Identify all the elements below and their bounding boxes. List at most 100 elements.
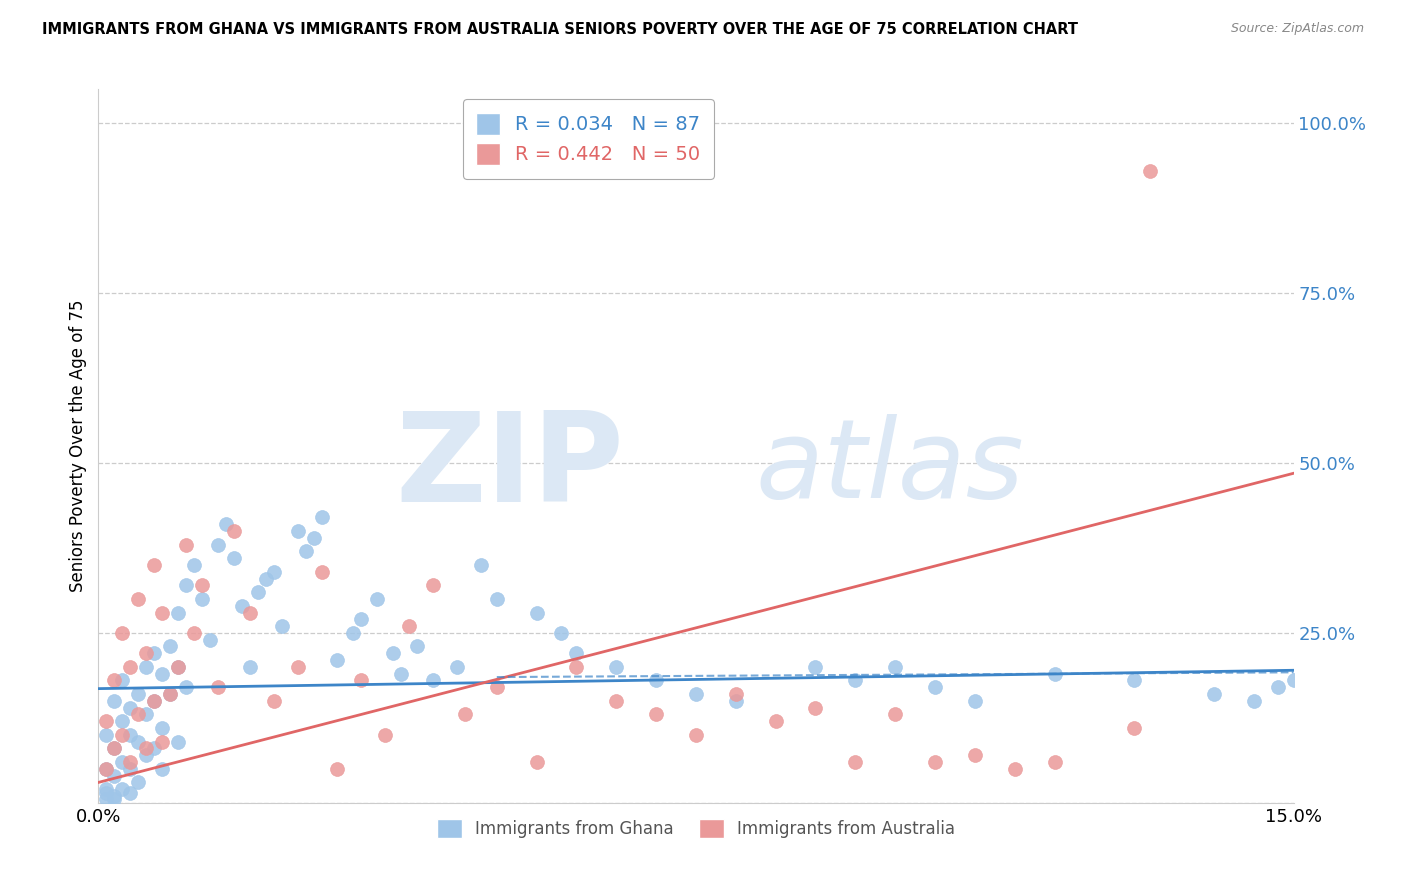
Point: [565, 660, 588, 674]
Point: [765, 714, 787, 729]
Point: [120, 660, 142, 674]
Point: [143, 694, 166, 708]
Point: [389, 666, 412, 681]
Point: [422, 578, 444, 592]
Point: [924, 680, 946, 694]
Point: [804, 660, 827, 674]
Point: [565, 646, 588, 660]
Legend: Immigrants from Ghana, Immigrants from Australia: Immigrants from Ghana, Immigrants from A…: [430, 812, 962, 845]
Point: [222, 551, 245, 566]
Point: [127, 707, 149, 722]
Point: [1322, 690, 1344, 705]
Text: atlas: atlas: [756, 414, 1025, 521]
Point: [96, 714, 118, 729]
Point: [287, 660, 309, 674]
Point: [120, 700, 142, 714]
Point: [174, 578, 197, 592]
Point: [150, 734, 173, 748]
Text: ZIP: ZIP: [395, 407, 624, 528]
Point: [191, 591, 214, 606]
Point: [263, 694, 285, 708]
Point: [135, 741, 157, 756]
Point: [470, 558, 492, 572]
Point: [294, 544, 316, 558]
Text: Source: ZipAtlas.com: Source: ZipAtlas.com: [1230, 22, 1364, 36]
Point: [1043, 755, 1066, 769]
Point: [270, 619, 292, 633]
Point: [311, 565, 333, 579]
Point: [143, 694, 166, 708]
Point: [311, 510, 333, 524]
Point: [120, 786, 142, 800]
Point: [215, 517, 238, 532]
Point: [127, 734, 149, 748]
Point: [191, 578, 214, 592]
Point: [366, 591, 388, 606]
Point: [382, 646, 405, 660]
Point: [111, 728, 134, 742]
Point: [120, 762, 142, 776]
Point: [526, 755, 548, 769]
Point: [1282, 673, 1305, 688]
Point: [254, 572, 277, 586]
Point: [120, 728, 142, 742]
Point: [167, 734, 190, 748]
Point: [96, 762, 118, 776]
Point: [96, 786, 118, 800]
Point: [1402, 694, 1406, 708]
Point: [143, 558, 166, 572]
Point: [103, 741, 125, 756]
Point: [127, 687, 149, 701]
Point: [963, 694, 986, 708]
Point: [231, 599, 253, 613]
Point: [150, 721, 173, 735]
Point: [963, 748, 986, 763]
Point: [111, 714, 134, 729]
Point: [374, 728, 396, 742]
Point: [1043, 666, 1066, 681]
Point: [398, 619, 420, 633]
Point: [1243, 694, 1265, 708]
Point: [239, 606, 262, 620]
Point: [159, 687, 181, 701]
Point: [183, 558, 205, 572]
Point: [406, 640, 429, 654]
Point: [350, 673, 373, 688]
Point: [222, 524, 245, 538]
Point: [844, 673, 866, 688]
Point: [167, 660, 190, 674]
Point: [239, 660, 262, 674]
Point: [111, 626, 134, 640]
Point: [96, 762, 118, 776]
Point: [302, 531, 325, 545]
Point: [1202, 687, 1225, 701]
Point: [167, 660, 190, 674]
Point: [246, 585, 269, 599]
Point: [485, 680, 508, 694]
Point: [143, 646, 166, 660]
Point: [263, 565, 285, 579]
Point: [174, 680, 197, 694]
Point: [724, 694, 747, 708]
Point: [207, 680, 229, 694]
Point: [174, 537, 197, 551]
Point: [454, 707, 477, 722]
Point: [605, 694, 627, 708]
Point: [135, 707, 157, 722]
Point: [135, 660, 157, 674]
Point: [103, 789, 125, 803]
Point: [550, 626, 572, 640]
Point: [287, 524, 309, 538]
Point: [804, 700, 827, 714]
Text: IMMIGRANTS FROM GHANA VS IMMIGRANTS FROM AUSTRALIA SENIORS POVERTY OVER THE AGE : IMMIGRANTS FROM GHANA VS IMMIGRANTS FROM…: [42, 22, 1078, 37]
Point: [103, 694, 125, 708]
Point: [1346, 680, 1368, 694]
Point: [326, 762, 349, 776]
Point: [103, 673, 125, 688]
Point: [183, 626, 205, 640]
Point: [96, 728, 118, 742]
Point: [1123, 721, 1146, 735]
Point: [96, 792, 118, 806]
Point: [103, 792, 125, 806]
Point: [103, 741, 125, 756]
